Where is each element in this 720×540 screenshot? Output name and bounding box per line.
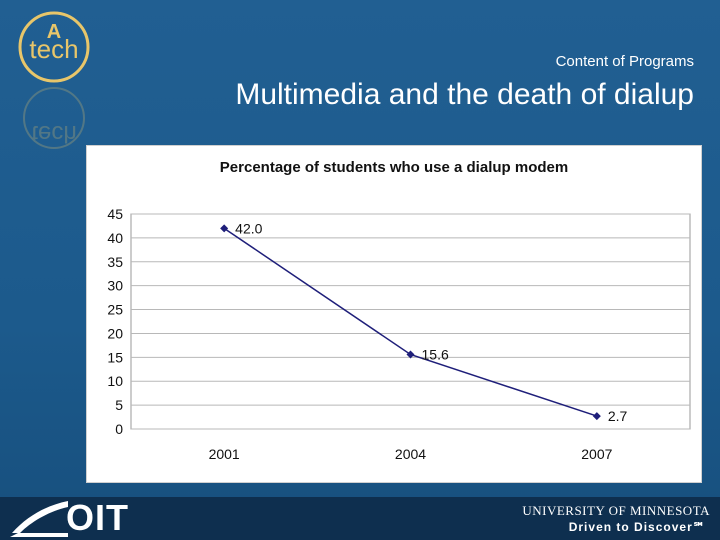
logo-word: tech	[29, 34, 78, 64]
chart-title: Percentage of students who use a dialup …	[220, 159, 568, 176]
y-tick-label: 15	[107, 349, 123, 365]
data-label: 15.6	[422, 346, 449, 362]
x-tick-label: 2004	[395, 446, 426, 462]
oit-swoosh-icon	[10, 501, 68, 537]
tech-logo: A tech tech	[14, 8, 96, 158]
y-tick-label: 10	[107, 373, 123, 389]
line-chart: Percentage of students who use a dialup …	[107, 159, 691, 462]
series-line	[223, 227, 598, 417]
logo-reflection-word: tech	[31, 120, 76, 147]
data-label: 2.7	[608, 408, 628, 424]
oit-label: OIT	[66, 497, 129, 538]
data-label: 42.0	[235, 220, 262, 236]
data-point	[592, 412, 601, 421]
y-tick-label: 20	[107, 325, 123, 341]
y-tick-label: 0	[115, 421, 123, 437]
x-tick-label: 2007	[581, 446, 612, 462]
y-tick-label: 45	[107, 206, 123, 222]
slide-subtitle: Content of Programs	[555, 53, 694, 70]
university-name: UNIVERSITY OF MINNESOTA	[522, 503, 710, 518]
x-tick-label: 2001	[209, 446, 240, 462]
footer-bar: OIT UNIVERSITY OF MINNESOTA Driven to Di…	[0, 497, 720, 540]
y-tick-label: 25	[107, 302, 123, 318]
data-point	[220, 224, 229, 233]
y-tick-label: 5	[115, 397, 123, 413]
tech-logo-reflection: tech	[23, 87, 85, 149]
slide-title: Multimedia and the death of dialup	[235, 78, 694, 111]
y-tick-label: 35	[107, 254, 123, 270]
university-tagline: Driven to Discover℠	[568, 520, 706, 534]
y-tick-label: 30	[107, 278, 123, 294]
plot-area	[130, 213, 691, 430]
logo-letter: A	[47, 21, 61, 43]
tech-logo-circle	[18, 11, 90, 83]
data-point	[406, 350, 415, 359]
chart-panel: Percentage of students who use a dialup …	[86, 145, 702, 483]
y-tick-label: 40	[107, 230, 123, 246]
